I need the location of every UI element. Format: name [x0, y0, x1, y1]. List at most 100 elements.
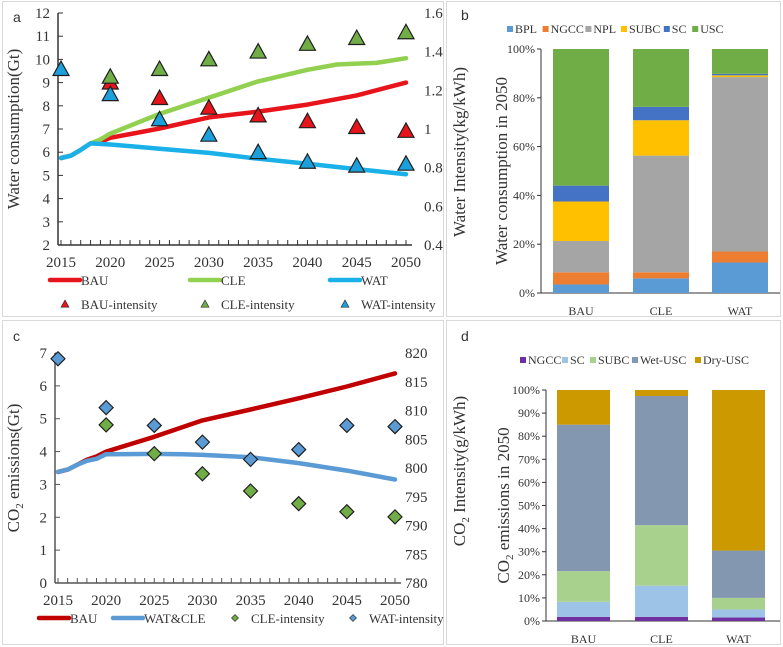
y-tick-label: 3 [40, 477, 48, 493]
intensity-marker [146, 445, 163, 462]
y-tick-label: 100% [512, 383, 540, 397]
intensity-marker [150, 110, 169, 127]
bar-segment-cle-ngcc [635, 616, 688, 621]
x-tick-label: 2040 [292, 255, 322, 271]
panel-b-water-share-chart: b BPL NGCC NPL SUBC SC USC 0% 20% 40% 60% 80% 100% Wa… [446, 1, 781, 318]
y-tick-label: 0 [40, 576, 48, 592]
bar-segment-bau-npl [553, 241, 609, 273]
intensity-marker [387, 509, 403, 525]
x-tick-label: 2050 [380, 593, 410, 609]
chart-a-svg: a 2 3 4 5 6 7 8 9 10 11 12 0.4 0.6 0.8 1 1.2 1.4 1.6 2015 20… [4, 6, 443, 312]
intensity-marker [249, 142, 268, 160]
x-tick-label: 2035 [236, 593, 266, 609]
x-tick-label: 2030 [187, 593, 217, 609]
legend-swatch [507, 26, 513, 32]
intensity-marker [298, 112, 317, 129]
y-tick-label: 12 [35, 6, 50, 22]
y-tick-label: 20% [518, 568, 540, 582]
intensity-marker [347, 156, 366, 173]
y-tick-label: 6 [43, 145, 51, 161]
y2-tick-label: 785 [405, 547, 428, 563]
y-tick-label: 5 [40, 412, 48, 428]
legend-label: BAU-intensity [81, 297, 158, 312]
x-tick-label: CLE [650, 632, 673, 646]
y-axis-title: Water consumption(Gt) [4, 49, 23, 210]
series-line-wat [58, 141, 409, 177]
y2-tick-label: 780 [405, 576, 428, 592]
y-tick-label: 80% [513, 91, 535, 105]
intensity-marker [51, 59, 71, 77]
chart-b-svg: b BPL NGCC NPL SUBC SC USC 0% 20% 40% 60% 80% 100% Wa… [450, 7, 780, 318]
x-tick-label: 2025 [139, 593, 169, 609]
y-tick-label: 4 [43, 192, 51, 208]
intensity-marker [298, 152, 317, 169]
x-tick-label: 2050 [391, 255, 421, 271]
legend-marker-swatch [340, 299, 350, 308]
intensity-marker [50, 350, 66, 367]
x-tick-label: BAU [568, 304, 594, 318]
legend-label: NGCC [551, 22, 584, 36]
panel-c-co2-emissions-chart: c 0 1 2 3 4 5 6 7 780 785 790 795 800 805 810 815 820 2015… [2, 320, 444, 645]
y-tick-label: 7 [43, 122, 51, 138]
bar-segment-wat-ngcc [712, 251, 768, 263]
y-tick-label: 80% [518, 429, 540, 443]
y-tick-label: 6 [40, 379, 48, 395]
legend-label: USC [700, 22, 723, 36]
legend-swatch [621, 26, 627, 32]
intensity-marker [298, 34, 317, 51]
y-tick-label: 0% [524, 614, 540, 628]
legend-label: BAU [81, 273, 109, 288]
legend-swatch [692, 26, 699, 32]
y-tick-label: 10% [518, 591, 540, 605]
bar-segment-wat-wet-usc [712, 550, 765, 598]
y2-tick-label: 1.2 [424, 83, 443, 99]
legend-swatch [663, 26, 670, 32]
legend-marker-swatch [231, 614, 239, 622]
intensity-marker [339, 503, 355, 520]
intensity-marker [98, 417, 114, 433]
y-tick-label: 10 [35, 52, 50, 68]
panel-a-water-consumption-chart: a 2 3 4 5 6 7 8 9 10 11 12 0.4 0.6 0.8 1 1.2 1.4 1.6 2015 20… [2, 1, 444, 317]
y-tick-label: 90% [518, 406, 540, 420]
bar-segment-cle-dry-usc [635, 390, 688, 397]
intensity-marker [347, 28, 366, 46]
legend-marker-swatch [60, 299, 70, 308]
panel-label: a [13, 9, 21, 25]
legend-label: BPL [515, 22, 537, 36]
y2-axis-title-a: Water Intensity(kg/kWh) [450, 67, 469, 237]
y2-tick-label: 0.4 [424, 238, 443, 254]
x-tick-label: 2015 [46, 255, 76, 271]
legend-label: CLE-intensity [221, 297, 295, 312]
y2-tick-label: 810 [405, 404, 428, 420]
y2-tick-label: 0.8 [424, 161, 443, 177]
x-tick-label: 2020 [95, 255, 125, 271]
bar-segment-wat-sc [712, 609, 765, 618]
legend-swatch [542, 26, 549, 32]
intensity-marker [101, 84, 120, 102]
x-tick-label: 2045 [342, 255, 372, 271]
legend-swatch [632, 357, 638, 363]
chart-d-svg: d NGCC SC SUBC Wet-USC Dry-USC 0% 10% 20% 30% 40% 5… [450, 328, 780, 646]
x-tick-label: 2040 [284, 593, 314, 609]
intensity-marker [339, 417, 355, 434]
legend-marker-swatch [349, 614, 357, 622]
legend-label: WAT-intensity [361, 297, 436, 312]
intensity-marker [242, 483, 259, 499]
x-tick-label: 2035 [243, 255, 273, 271]
y-tick-label: 5 [43, 168, 51, 184]
bar-segment-bau-bpl [553, 284, 609, 293]
legend-label: BAU [70, 611, 98, 626]
bar-segment-bau-ngcc [553, 272, 609, 285]
bar-segment-wat-usc [712, 49, 768, 74]
bar-segment-bau-wet-usc [557, 424, 610, 572]
intensity-marker [242, 451, 259, 468]
legend-swatch [562, 357, 568, 363]
panel-label: c [13, 328, 20, 344]
y-tick-label: 100% [507, 42, 535, 56]
y2-tick-label: 800 [405, 461, 428, 477]
y-tick-label: 40% [518, 522, 540, 536]
y2-tick-label: 805 [405, 432, 428, 448]
y-tick-label: 2 [43, 238, 51, 254]
legend-label: WAT [361, 273, 388, 288]
legend-label: NPL [593, 22, 616, 36]
